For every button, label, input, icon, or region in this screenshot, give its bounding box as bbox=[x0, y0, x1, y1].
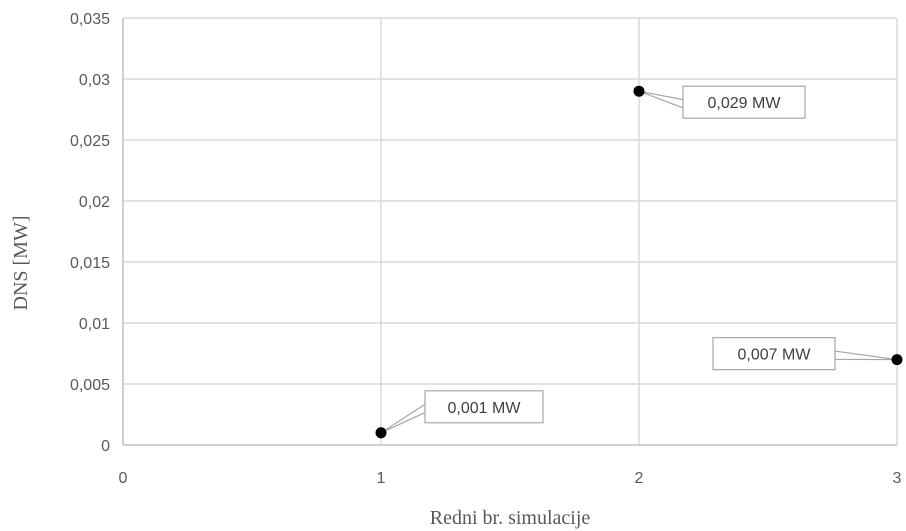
data-label: 0,007 MW bbox=[738, 347, 812, 364]
y-axis-title: DNS [MW] bbox=[10, 216, 32, 311]
y-tick-label: 0,015 bbox=[70, 255, 110, 272]
grid bbox=[123, 17, 898, 445]
x-axis-title: Redni br. simulacije bbox=[430, 507, 591, 529]
y-tick-label: 0,03 bbox=[79, 72, 110, 89]
y-tick-label: 0,01 bbox=[79, 316, 110, 333]
y-tick-label: 0,02 bbox=[79, 194, 110, 211]
data-label-box bbox=[712, 337, 836, 371]
data-labels: 0,001 MW 0,029 MW 0,007 MW bbox=[424, 85, 836, 424]
callout-leader bbox=[380, 403, 426, 434]
callout-leaders bbox=[380, 90, 898, 434]
axes bbox=[122, 18, 897, 446]
x-tick-label: 3 bbox=[893, 470, 902, 487]
callout-leader bbox=[638, 90, 684, 109]
x-tick-label: 2 bbox=[635, 470, 644, 487]
y-tick-label: 0,025 bbox=[70, 133, 110, 150]
data-label-box bbox=[424, 390, 544, 424]
tick-labels: 0 0,005 0,01 0,015 0,02 0,025 0,03 0,035 0 1 2 3 bbox=[70, 11, 902, 487]
data-points bbox=[375, 85, 903, 439]
data-point bbox=[891, 354, 903, 366]
x-tick-label: 1 bbox=[377, 470, 386, 487]
data-point bbox=[375, 427, 387, 439]
callout-leader bbox=[834, 350, 898, 361]
data-label: 0,029 MW bbox=[708, 95, 782, 112]
y-tick-label: 0 bbox=[101, 438, 110, 455]
x-tick-label: 0 bbox=[119, 470, 128, 487]
data-label-box bbox=[682, 85, 806, 119]
data-label: 0,001 MW bbox=[448, 400, 522, 417]
y-tick-label: 0,035 bbox=[70, 11, 110, 28]
y-tick-label: 0,005 bbox=[70, 377, 110, 394]
data-point bbox=[633, 85, 645, 97]
